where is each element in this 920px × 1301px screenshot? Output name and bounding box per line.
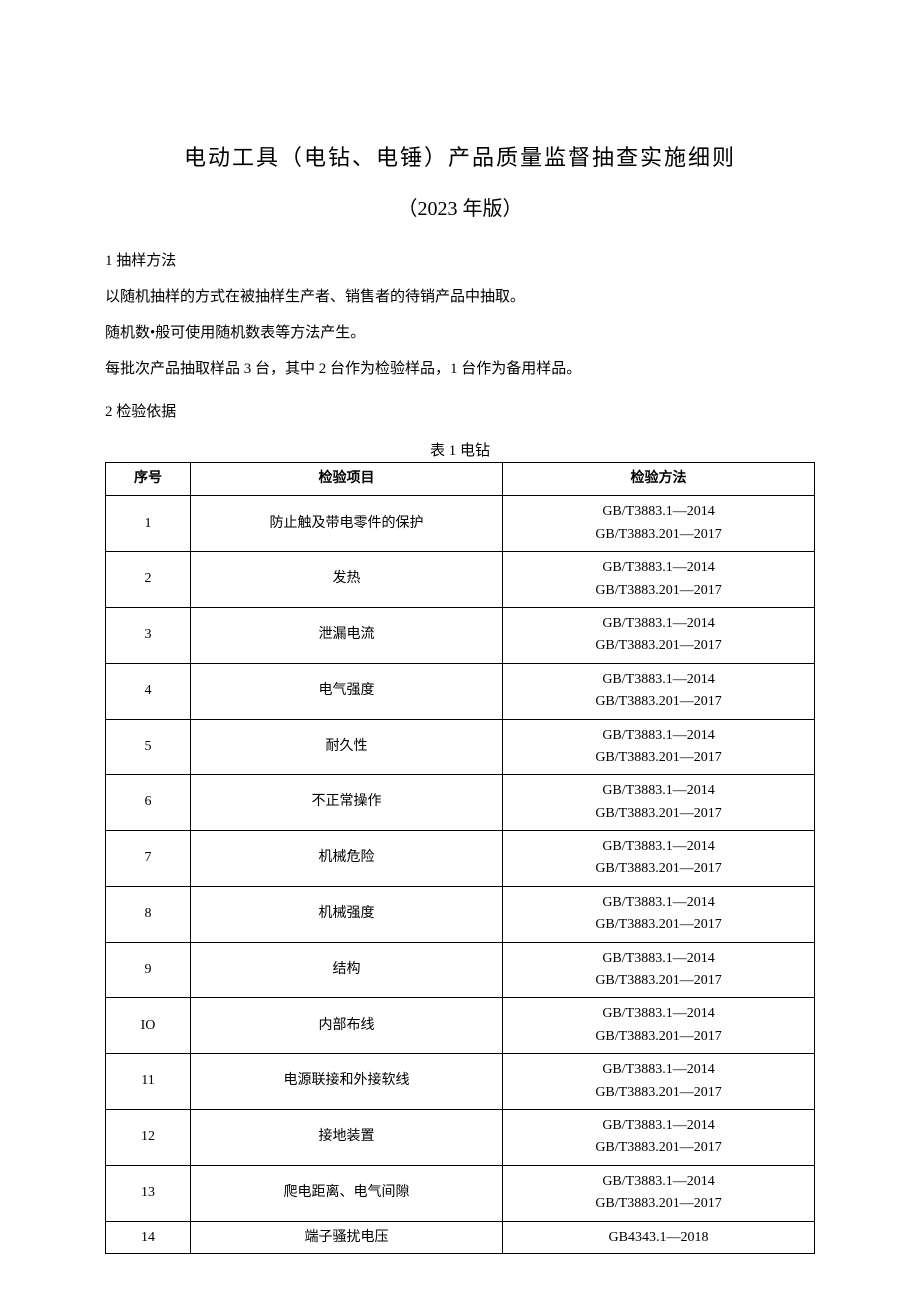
method-line: GB/T3883.201—2017 (511, 970, 806, 992)
method-line: GB/T3883.1—2014 (511, 1003, 806, 1025)
inspection-item: 内部布线 (191, 998, 503, 1054)
method-line: GB/T3883.201—2017 (511, 691, 806, 713)
method-line: GB/T3883.1—2014 (511, 892, 806, 914)
row-number: 8 (106, 886, 191, 942)
method-line: GB/T3883.1—2014 (511, 613, 806, 635)
method-line: GB/T3883.1—2014 (511, 1115, 806, 1137)
section-1-heading: 1 抽样方法 (105, 249, 815, 270)
inspection-method: GB/T3883.1—2014GB/T3883.201—2017 (503, 719, 815, 775)
method-line: GB/T3883.1—2014 (511, 1059, 806, 1081)
inspection-method: GB/T3883.1—2014GB/T3883.201—2017 (503, 607, 815, 663)
method-line: GB/T3883.201—2017 (511, 1026, 806, 1048)
row-number: 7 (106, 831, 191, 887)
inspection-item: 发热 (191, 552, 503, 608)
row-number: IO (106, 998, 191, 1054)
method-line: GB/T3883.1—2014 (511, 557, 806, 579)
row-number: 11 (106, 1054, 191, 1110)
method-line: GB/T3883.201—2017 (511, 1082, 806, 1104)
method-line: GB/T3883.1—2014 (511, 725, 806, 747)
row-number: 9 (106, 942, 191, 998)
table-row: 4电气强度GB/T3883.1—2014GB/T3883.201—2017 (106, 663, 815, 719)
method-line: GB/T3883.1—2014 (511, 501, 806, 523)
inspection-item: 耐久性 (191, 719, 503, 775)
inspection-method: GB4343.1—2018 (503, 1221, 815, 1253)
table-header-method: 检验方法 (503, 463, 815, 496)
inspection-method: GB/T3883.1—2014GB/T3883.201—2017 (503, 1109, 815, 1165)
table-header-row: 序号 检验项目 检验方法 (106, 463, 815, 496)
table-row: 8机械强度GB/T3883.1—2014GB/T3883.201—2017 (106, 886, 815, 942)
inspection-method: GB/T3883.1—2014GB/T3883.201—2017 (503, 942, 815, 998)
method-line: GB/T3883.1—2014 (511, 836, 806, 858)
section-2-heading: 2 检验依据 (105, 400, 815, 421)
method-line: GB/T3883.201—2017 (511, 1193, 806, 1215)
table-row: 1防止触及带电零件的保护GB/T3883.1—2014GB/T3883.201—… (106, 496, 815, 552)
inspection-item: 爬电距离、电气间隙 (191, 1165, 503, 1221)
method-line: GB/T3883.201—2017 (511, 635, 806, 657)
inspection-method: GB/T3883.1—2014GB/T3883.201—2017 (503, 496, 815, 552)
table-row: 11电源联接和外接软线GB/T3883.1—2014GB/T3883.201—2… (106, 1054, 815, 1110)
document-subtitle: （2023 年版） (105, 192, 815, 221)
method-line: GB/T3883.1—2014 (511, 780, 806, 802)
inspection-item: 防止触及带电零件的保护 (191, 496, 503, 552)
section-1-para-3: 每批次产品抽取样品 3 台，其中 2 台作为检验样品，1 台作为备用样品。 (105, 354, 815, 384)
method-line: GB/T3883.1—2014 (511, 1171, 806, 1193)
table-row: 14端子骚扰电压 GB4343.1—2018 (106, 1221, 815, 1253)
inspection-item: 接地装置 (191, 1109, 503, 1165)
table-header-num: 序号 (106, 463, 191, 496)
method-line: GB/T3883.201—2017 (511, 747, 806, 769)
inspection-table: 序号 检验项目 检验方法 1防止触及带电零件的保护GB/T3883.1—2014… (105, 462, 815, 1254)
table-row: 3泄漏电流GB/T3883.1—2014GB/T3883.201—2017 (106, 607, 815, 663)
method-line: GB/T3883.201—2017 (511, 1137, 806, 1159)
inspection-item: 端子骚扰电压 (191, 1221, 503, 1253)
table-row: 2发热GB/T3883.1—2014GB/T3883.201—2017 (106, 552, 815, 608)
section-1-para-2: 随机数•般可使用随机数表等方法产生。 (105, 318, 815, 348)
inspection-method: GB/T3883.1—2014GB/T3883.201—2017 (503, 663, 815, 719)
row-number: 1 (106, 496, 191, 552)
table-1-caption: 表 1 电钻 (105, 439, 815, 460)
table-row: 9结构GB/T3883.1—2014GB/T3883.201—2017 (106, 942, 815, 998)
inspection-item: 电源联接和外接软线 (191, 1054, 503, 1110)
table-header-item: 检验项目 (191, 463, 503, 496)
inspection-item: 不正常操作 (191, 775, 503, 831)
method-line: GB/T3883.201—2017 (511, 858, 806, 880)
method-line: GB/T3883.201—2017 (511, 524, 806, 546)
table-row: 12接地装置GB/T3883.1—2014GB/T3883.201—2017 (106, 1109, 815, 1165)
inspection-method: GB/T3883.1—2014GB/T3883.201—2017 (503, 1054, 815, 1110)
row-number: 14 (106, 1221, 191, 1253)
table-row: 5耐久性GB/T3883.1—2014GB/T3883.201—2017 (106, 719, 815, 775)
inspection-item: 电气强度 (191, 663, 503, 719)
method-line: GB4343.1—2018 (511, 1227, 806, 1249)
inspection-method: GB/T3883.1—2014GB/T3883.201—2017 (503, 886, 815, 942)
row-number: 13 (106, 1165, 191, 1221)
inspection-item: 结构 (191, 942, 503, 998)
inspection-method: GB/T3883.1—2014GB/T3883.201—2017 (503, 998, 815, 1054)
inspection-method: GB/T3883.1—2014GB/T3883.201—2017 (503, 1165, 815, 1221)
row-number: 4 (106, 663, 191, 719)
table-row: 6不正常操作GB/T3883.1—2014GB/T3883.201—2017 (106, 775, 815, 831)
row-number: 2 (106, 552, 191, 608)
row-number: 6 (106, 775, 191, 831)
document-page: 电动工具（电钻、电锤）产品质量监督抽查实施细则 （2023 年版） 1 抽样方法… (0, 0, 920, 1294)
document-title: 电动工具（电钻、电锤）产品质量监督抽查实施细则 (105, 140, 815, 172)
row-number: 5 (106, 719, 191, 775)
method-line: GB/T3883.201—2017 (511, 914, 806, 936)
inspection-item: 机械强度 (191, 886, 503, 942)
table-row: 13爬电距离、电气间隙GB/T3883.1—2014GB/T3883.201—2… (106, 1165, 815, 1221)
method-line: GB/T3883.201—2017 (511, 580, 806, 602)
table-row: 7机械危险GB/T3883.1—2014GB/T3883.201—2017 (106, 831, 815, 887)
inspection-method: GB/T3883.1—2014GB/T3883.201—2017 (503, 831, 815, 887)
table-row: IO内部布线GB/T3883.1—2014GB/T3883.201—2017 (106, 998, 815, 1054)
inspection-item: 泄漏电流 (191, 607, 503, 663)
method-line: GB/T3883.1—2014 (511, 948, 806, 970)
inspection-method: GB/T3883.1—2014GB/T3883.201—2017 (503, 552, 815, 608)
table-body: 1防止触及带电零件的保护GB/T3883.1—2014GB/T3883.201—… (106, 496, 815, 1254)
inspection-item: 机械危险 (191, 831, 503, 887)
method-line: GB/T3883.201—2017 (511, 803, 806, 825)
method-line: GB/T3883.1—2014 (511, 669, 806, 691)
inspection-method: GB/T3883.1—2014GB/T3883.201—2017 (503, 775, 815, 831)
row-number: 3 (106, 607, 191, 663)
section-1-para-1: 以随机抽样的方式在被抽样生产者、销售者的待销产品中抽取。 (105, 282, 815, 312)
row-number: 12 (106, 1109, 191, 1165)
